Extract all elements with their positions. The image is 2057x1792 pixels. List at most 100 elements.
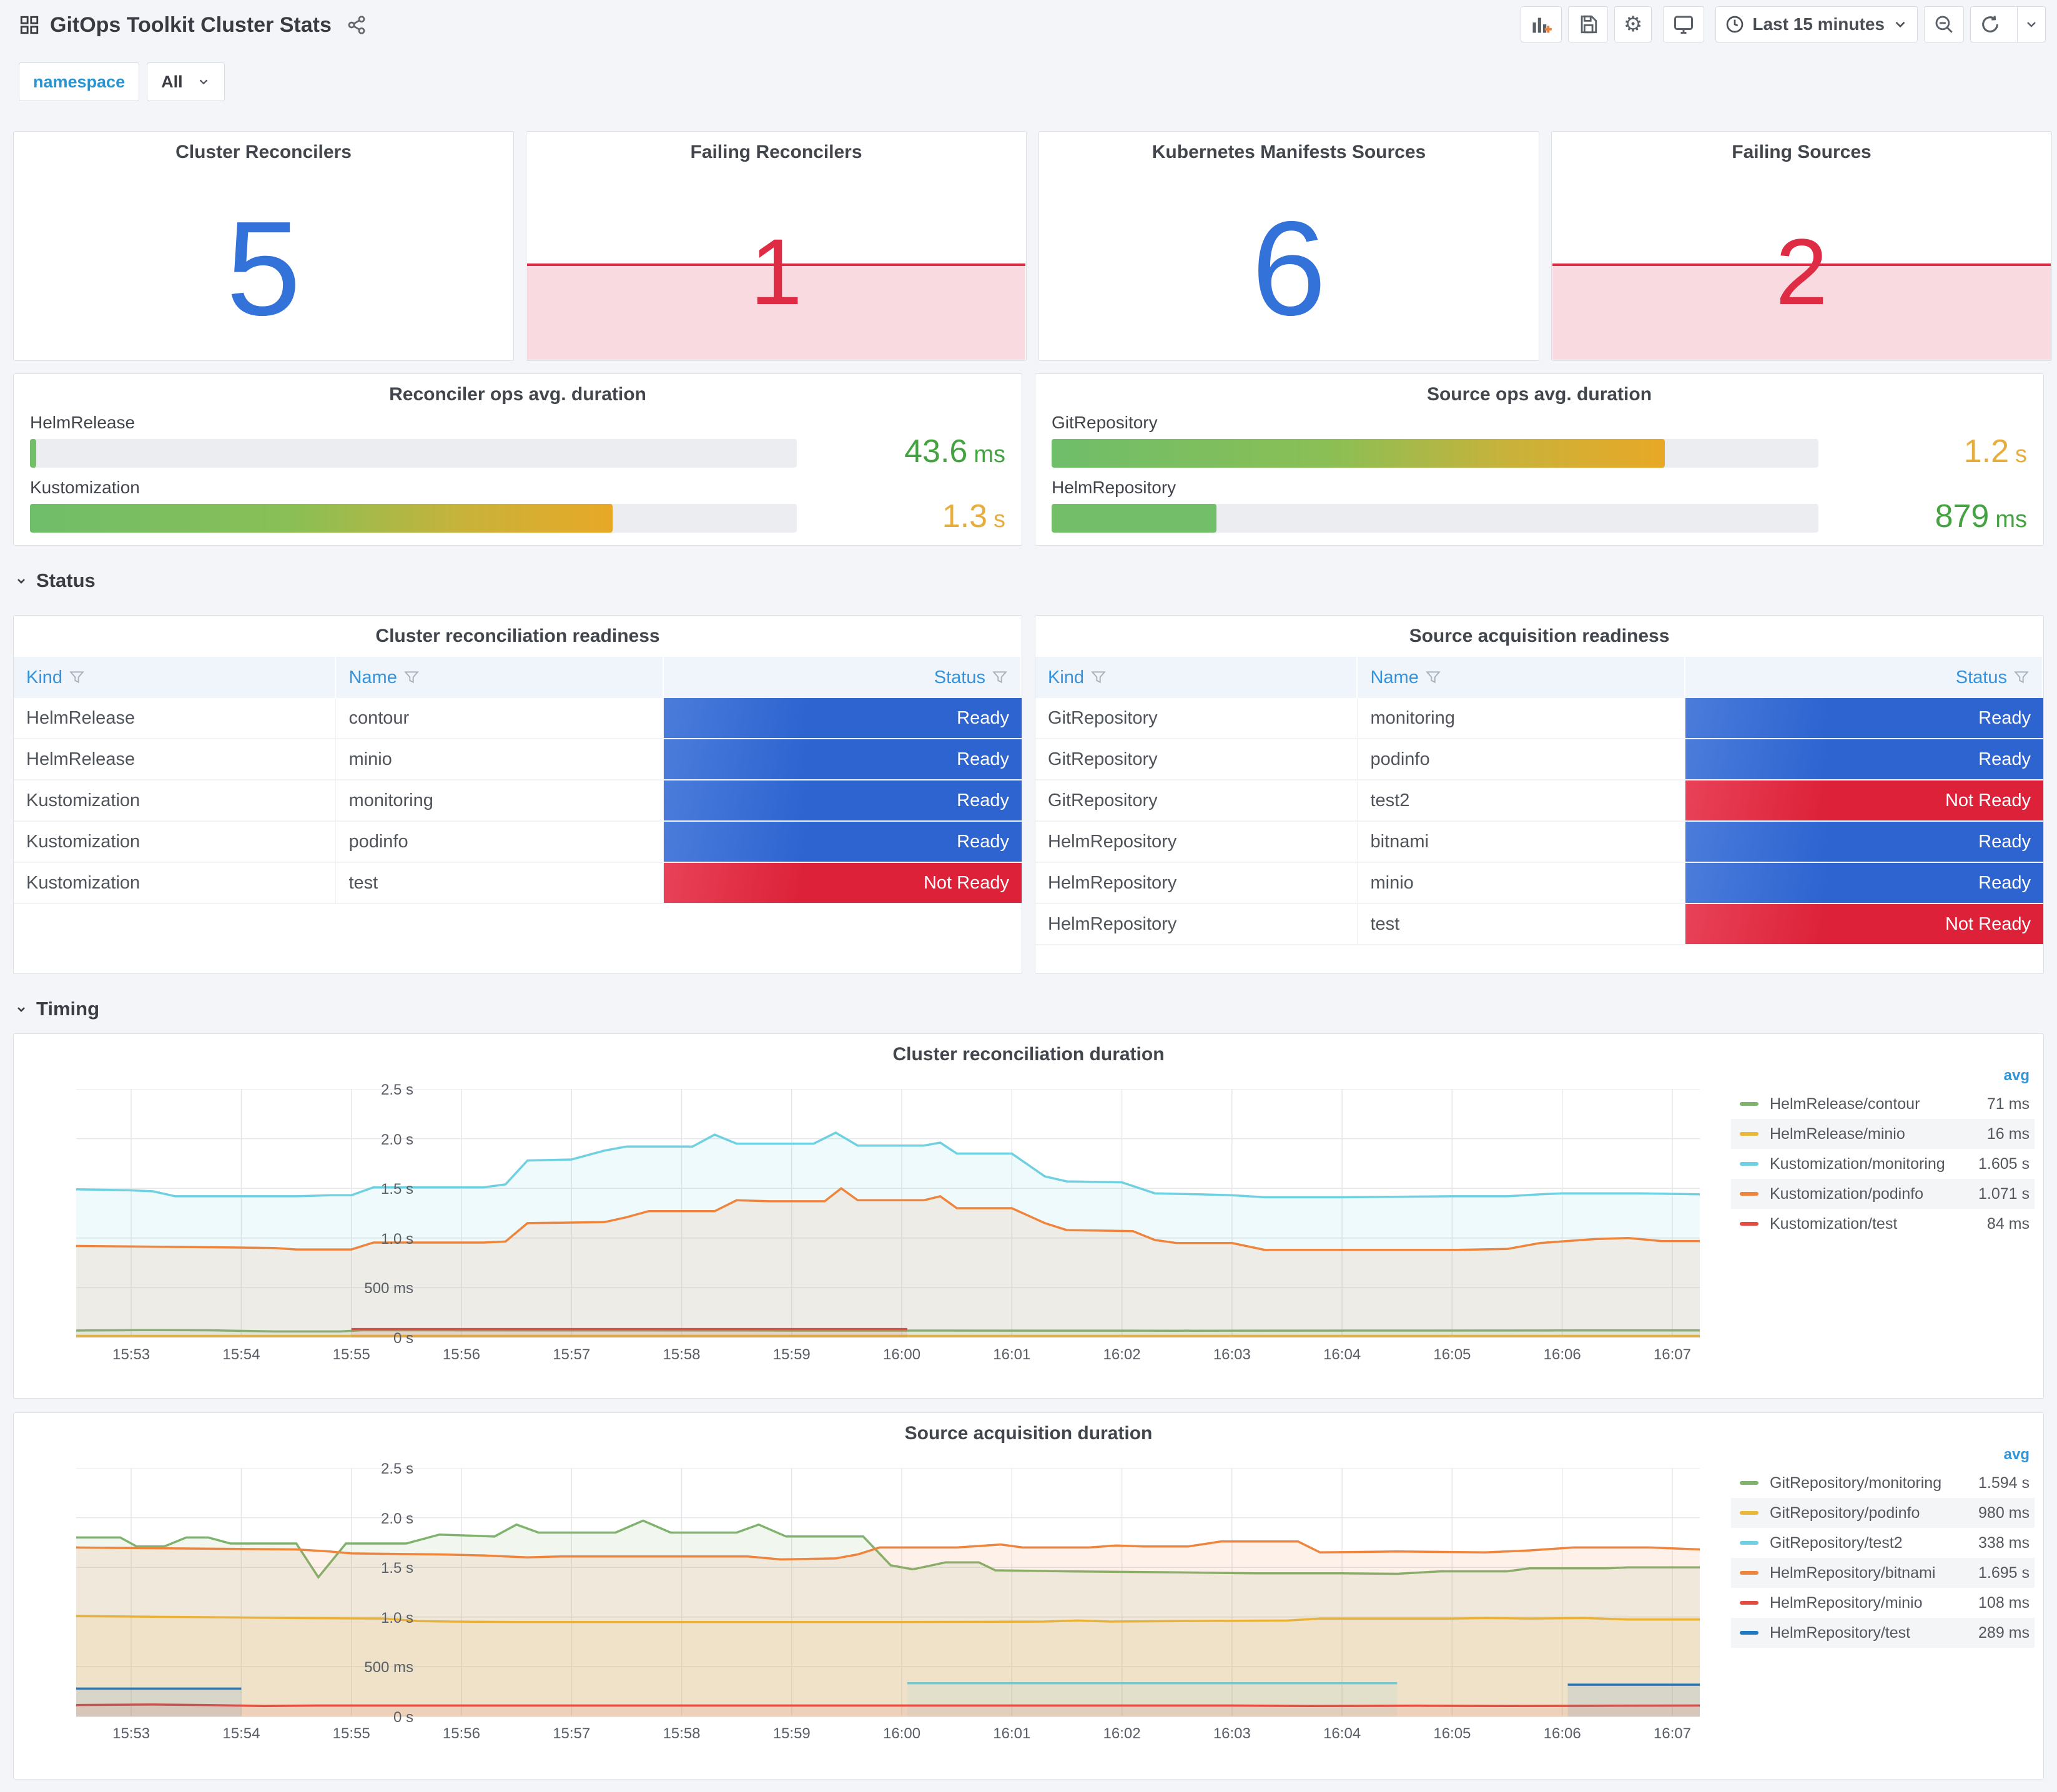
legend-series-name: HelmRepository/minio — [1770, 1593, 1923, 1612]
section-status[interactable]: Status — [14, 569, 96, 592]
gauge-bar-fill — [30, 504, 613, 533]
legend-series-name: HelmRepository/test — [1770, 1623, 1911, 1642]
timeseries-panel-2: Source acquisition duration 0 s 500 ms 1.0 … — [13, 1412, 2044, 1780]
x-axis-tick: 15:59 — [772, 1725, 811, 1742]
panel-title[interactable]: Kubernetes Manifests Sources — [1152, 142, 1426, 162]
cycle-view-mode-button[interactable] — [1663, 6, 1705, 42]
gauge-panel-2: Source ops avg. duration GitRepository 1.2… — [1035, 373, 2044, 546]
namespace-variable-select[interactable]: All — [147, 62, 225, 101]
y-axis-tick: 2.5 s — [380, 1460, 413, 1477]
refresh-interval-dropdown[interactable] — [2017, 7, 2045, 42]
refresh-icon[interactable] — [1971, 7, 2010, 42]
panel-title[interactable]: Source acquisition readiness — [1409, 626, 1670, 646]
y-axis-tick: 0 s — [393, 1330, 413, 1347]
table-cell: Kustomization — [14, 780, 337, 822]
legend-item[interactable]: HelmRelease/minio 16 ms — [1731, 1119, 2035, 1149]
table-row: Kustomization podinfo Ready — [14, 822, 1022, 863]
time-range-picker[interactable]: Last 15 minutes — [1715, 6, 1918, 42]
gauge-bar-track — [30, 504, 797, 533]
stat-value: 2 — [1775, 219, 1828, 324]
column-header-status[interactable]: Status — [1685, 657, 2043, 698]
legend-item[interactable]: HelmRepository/minio 108 ms — [1731, 1588, 2035, 1618]
legend-avg-header[interactable]: avg — [2003, 1067, 2030, 1084]
page-title: GitOps Toolkit Cluster Stats — [50, 12, 332, 37]
table-cell: podinfo — [1358, 739, 1686, 780]
table-row: GitRepository monitoring Ready — [1035, 698, 2043, 739]
table-row: GitRepository test2 Not Ready — [1035, 780, 2043, 822]
gauge-bar-value: 1.2 s — [1963, 433, 2027, 470]
x-axis-tick: 16:01 — [993, 1346, 1031, 1363]
dashboard-settings-button[interactable]: ⚙ — [1614, 6, 1652, 42]
panel-title[interactable]: Source ops avg. duration — [1426, 384, 1652, 405]
table-cell: test2 — [1358, 780, 1686, 822]
save-dashboard-button[interactable] — [1567, 6, 1608, 42]
x-axis-tick: 16:00 — [883, 1725, 921, 1742]
column-header-kind[interactable]: Kind — [1035, 657, 1358, 698]
legend-series-name: GitRepository/monitoring — [1770, 1474, 1942, 1492]
table-cell: HelmRepository — [1035, 822, 1358, 863]
legend-item[interactable]: Kustomization/monitoring 1.605 s — [1731, 1149, 2035, 1179]
panel-title[interactable]: Failing Sources — [1732, 142, 1872, 162]
legend-item[interactable]: HelmRepository/test 289 ms — [1731, 1618, 2035, 1648]
filter-funnel-icon[interactable] — [403, 669, 420, 686]
legend-item[interactable]: GitRepository/podinfo 980 ms — [1731, 1498, 2035, 1528]
x-axis-tick: 16:06 — [1543, 1725, 1581, 1742]
table-cell: bitnami — [1358, 822, 1686, 863]
filter-funnel-icon[interactable] — [1090, 669, 1107, 686]
x-axis-tick: 16:04 — [1323, 1725, 1361, 1742]
column-header-kind[interactable]: Kind — [14, 657, 337, 698]
add-panel-button[interactable] — [1520, 6, 1562, 42]
plot-area[interactable] — [76, 1088, 1700, 1338]
legend-series-name: HelmRepository/bitnami — [1770, 1563, 1936, 1582]
panel-title[interactable]: Source acquisition duration — [904, 1423, 1153, 1444]
panel-title[interactable]: Cluster Reconcilers — [175, 142, 352, 162]
x-axis-tick: 15:54 — [222, 1725, 260, 1742]
legend-color-dash — [1740, 1541, 1759, 1545]
legend-color-dash — [1740, 1192, 1759, 1196]
filter-funnel-icon[interactable] — [992, 669, 1008, 686]
column-header-name[interactable]: Name — [1358, 657, 1686, 698]
x-axis-tick: 15:56 — [442, 1725, 480, 1742]
legend-item[interactable]: GitRepository/monitoring 1.594 s — [1731, 1468, 2035, 1498]
legend-item[interactable]: Kustomization/podinfo 1.071 s — [1731, 1179, 2035, 1209]
stat-sparkline-fill — [527, 265, 1025, 360]
gauge-bar-fill — [1052, 439, 1665, 468]
dashboard-grid-icon[interactable] — [19, 14, 40, 36]
gauge-bar-label: HelmRelease — [30, 413, 136, 432]
column-header-status[interactable]: Status — [664, 657, 1022, 698]
legend-item[interactable]: Kustomization/test 84 ms — [1731, 1209, 2035, 1239]
y-axis-tick: 2.0 s — [380, 1510, 413, 1527]
filter-funnel-icon[interactable] — [1425, 669, 1441, 686]
table-row: HelmRepository test Not Ready — [1035, 904, 2043, 945]
y-axis-tick: 1.0 s — [380, 1230, 413, 1248]
panel-title[interactable]: Cluster reconciliation duration — [892, 1044, 1165, 1065]
legend-item[interactable]: HelmRepository/bitnami 1.695 s — [1731, 1558, 2035, 1588]
time-range-label: Last 15 minutes — [1752, 14, 1885, 34]
status-badge: Not Ready — [1685, 780, 2043, 822]
legend-color-dash — [1740, 1511, 1759, 1515]
x-axis-tick: 15:53 — [112, 1346, 150, 1363]
filter-funnel-icon[interactable] — [2013, 669, 2030, 686]
legend-item[interactable]: GitRepository/test2 338 ms — [1731, 1528, 2035, 1558]
share-icon[interactable] — [347, 15, 367, 35]
panel-title[interactable]: Failing Reconcilers — [690, 142, 862, 162]
x-axis-tick: 16:06 — [1543, 1346, 1581, 1363]
legend-item[interactable]: HelmRelease/contour 71 ms — [1731, 1089, 2035, 1119]
zoom-out-time-button[interactable] — [1924, 6, 1964, 42]
legend-avg-header[interactable]: avg — [2003, 1446, 2030, 1463]
y-axis-tick: 1.5 s — [380, 1181, 413, 1198]
y-axis-tick: 1.5 s — [380, 1560, 413, 1577]
refresh-button-group[interactable] — [1970, 6, 2046, 42]
x-axis-tick: 16:07 — [1653, 1725, 1691, 1742]
stat-value: 5 — [226, 193, 301, 343]
gauge-bar-track — [1052, 439, 1818, 468]
stat-panel-1: Cluster Reconcilers 5 — [13, 131, 514, 361]
x-axis-tick: 15:57 — [553, 1725, 591, 1742]
section-timing[interactable]: Timing — [14, 998, 99, 1020]
filter-funnel-icon[interactable] — [69, 669, 85, 686]
section-status-label: Status — [36, 569, 96, 591]
column-header-name[interactable]: Name — [336, 657, 664, 698]
panel-title[interactable]: Cluster reconciliation readiness — [375, 626, 660, 646]
panel-title[interactable]: Reconciler ops avg. duration — [389, 384, 646, 405]
plot-area[interactable] — [76, 1467, 1700, 1717]
